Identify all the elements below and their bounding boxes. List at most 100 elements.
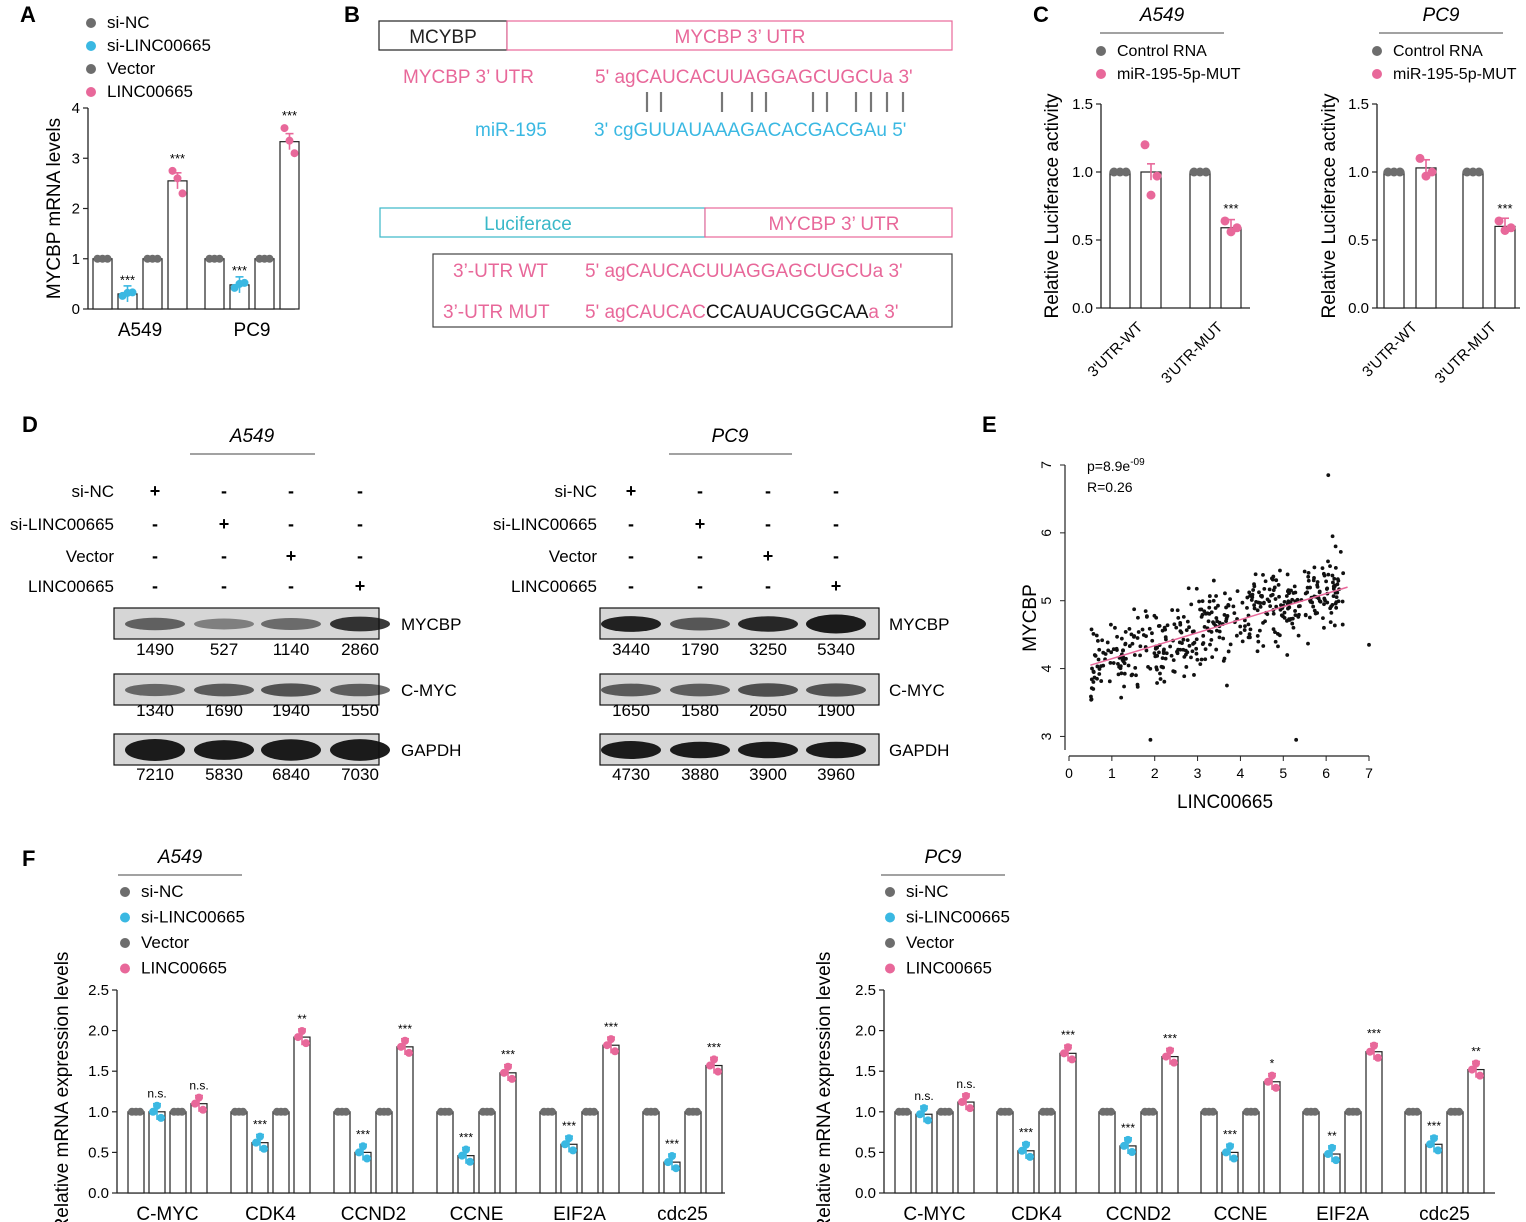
band-intensity-value: 1580 [681,701,719,720]
scatter-point [1273,639,1278,644]
scatter-point [1187,625,1191,630]
protein-band [194,740,254,760]
mut-seq: 5' agCAUCACCCAUAUCGGCAAa 3' [585,302,898,323]
data-point [561,1140,569,1149]
data-point [1068,1055,1076,1064]
scatter-point [1291,625,1296,630]
x-tick-label: 3 [1194,765,1202,781]
scatter-point [1274,578,1279,583]
x-tick-label: 0 [1065,765,1073,781]
x-tick-label: A549 [118,320,162,341]
scatter-point [1171,658,1176,662]
scatter-point [1271,611,1276,616]
scatter-point [1255,634,1260,638]
data-point [1220,216,1230,226]
data-point [384,1107,392,1116]
x-tick-label: C-MYC [136,1204,198,1222]
scatter-point [1249,598,1254,602]
data-point [1374,1053,1382,1062]
band-intensity-value: 3440 [612,640,650,659]
legend-marker [86,87,96,97]
scatter-point [1248,627,1253,632]
scatter-point [1234,633,1239,638]
scatter-point [1130,641,1135,646]
data-point [445,1107,453,1116]
y-tick-label: 1.0 [1072,164,1093,181]
protein-band [261,683,321,697]
legend-label: miR-195-5p-MUT [1117,66,1241,83]
bar [190,1103,208,1194]
scatter-point [1194,586,1199,591]
scatter-point [1285,589,1290,594]
bar [705,1064,723,1194]
scatter-point [1340,599,1345,604]
scatter-point [1158,677,1163,681]
scatter-point [1133,665,1138,670]
protein-band [806,683,866,697]
scatter-point [1192,673,1196,677]
data-point [706,1061,714,1070]
bar [894,1111,912,1194]
scatter-point [1097,672,1102,676]
scatter-point [1238,631,1243,635]
significance-label: ** [1471,1044,1481,1058]
scatter-point [1270,592,1275,597]
data-point [1018,1146,1026,1155]
bar [142,258,163,310]
data-point [1064,1043,1072,1052]
scatter-point [1290,616,1295,621]
scatter-point [1235,589,1240,594]
scatter-point [1367,642,1371,647]
panel-label-e: E [982,412,997,437]
chart-title: PC9 [925,847,962,868]
bar [396,1046,414,1194]
scatter-point [1214,594,1218,598]
scatter-point [1225,683,1229,688]
band-intensity-value: 1650 [612,701,650,720]
scatter-point [1160,656,1165,661]
scatter-point [1162,679,1167,684]
bar [1302,1111,1320,1194]
y-tick-label: 1.5 [1348,96,1369,113]
treatment-sign: - [221,576,227,596]
scatter-point [1288,600,1292,605]
legend-marker [120,938,130,948]
significance-label: *** [356,1127,370,1141]
scatter-point [1308,598,1312,603]
bar [1344,1111,1362,1194]
treatment-sign: - [357,481,363,501]
scatter-point [1271,588,1276,593]
y-tick-label: 0.0 [1348,300,1369,317]
scatter-point [1113,625,1117,630]
data-point [1328,1143,1336,1152]
scatter-point [1252,606,1257,611]
scatter-point [1129,673,1134,678]
treatment-sign: - [697,576,703,596]
protein-band [330,739,390,761]
scatter-point [1334,600,1339,605]
data-point [281,1107,289,1116]
data-point [1370,1041,1378,1050]
significance-label: *** [1163,1031,1177,1045]
data-point [916,1110,924,1119]
treatment-label: si-LINC00665 [493,515,597,534]
band-intensity-value: 1340 [136,701,174,720]
scatter-point [1222,656,1227,661]
scatter-point [1216,603,1220,608]
data-point [199,1105,207,1114]
scatter-point [1107,679,1112,684]
legend-marker [1372,69,1382,79]
chart-c-pc9: 0.0 0.5 1.0 1.5 Relative Luciferace activity… [1319,5,1520,387]
data-point [260,1144,268,1153]
scatter-point [1271,574,1276,579]
data-point [342,1107,350,1116]
scatter-point [1152,613,1157,618]
scatter-point [1200,599,1205,604]
data-point [1413,1107,1421,1116]
significance-label: *** [1019,1126,1033,1140]
scatter-point [1153,646,1158,651]
scatter-point [1268,604,1273,609]
y-axis-label: Relative mRNA expression levels [52,952,73,1222]
scatter-point [1322,596,1327,601]
bar [1109,171,1131,309]
